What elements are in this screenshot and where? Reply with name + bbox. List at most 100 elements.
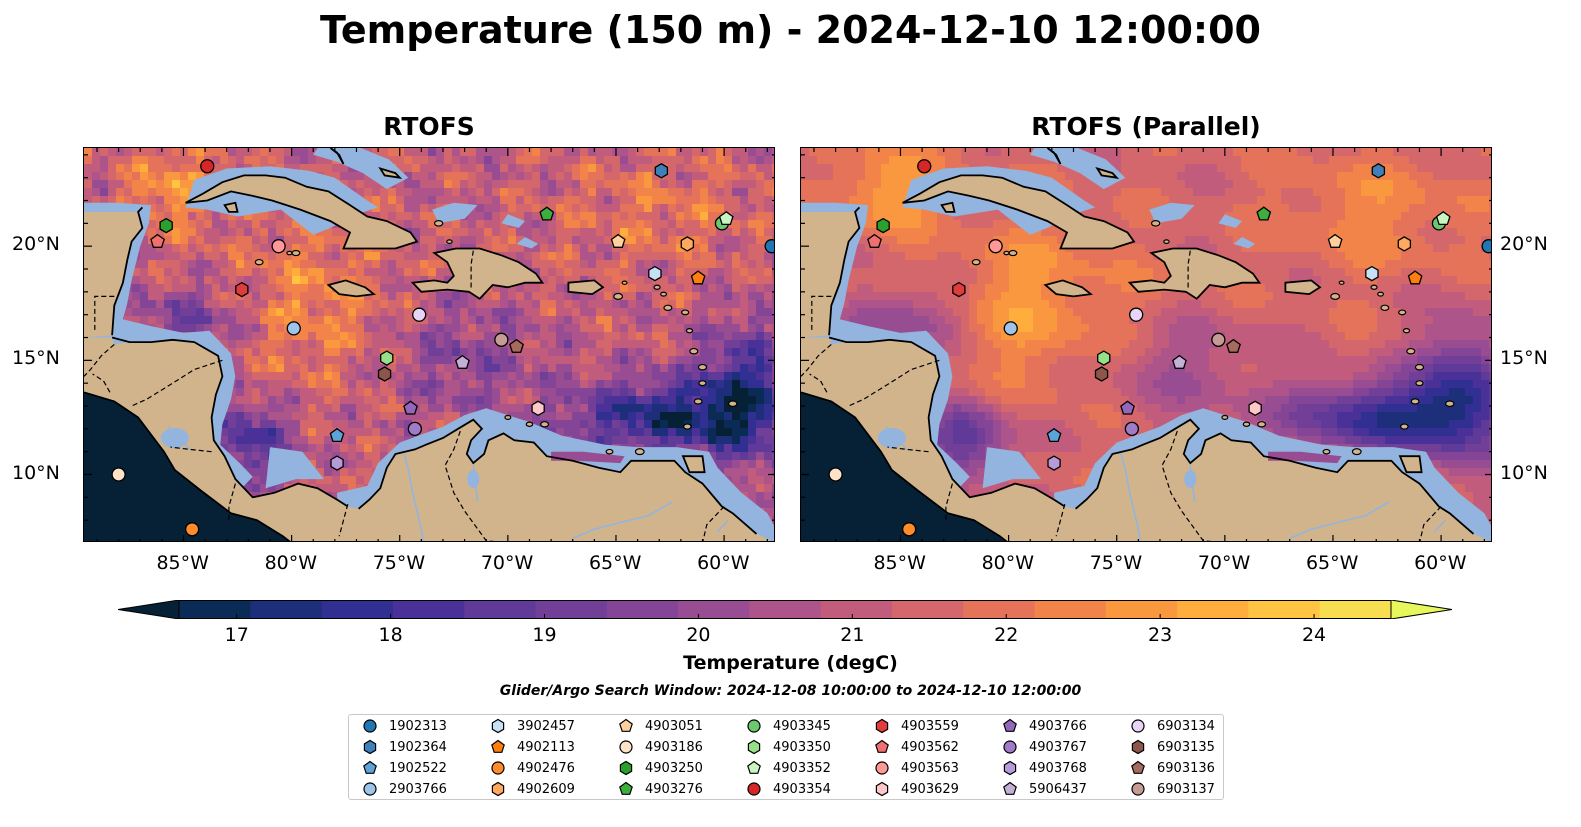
hexagon-marker-icon (1003, 760, 1017, 776)
float-marker-4903562[interactable] (867, 233, 882, 248)
lat-tick-label-right: 15°N (1500, 347, 1548, 370)
lon-tick-label: 60°W (1414, 552, 1467, 574)
map-rtofs[interactable] (83, 147, 775, 542)
legend-item: 4903563 (873, 759, 959, 777)
float-marker-4903562[interactable] (150, 233, 165, 248)
float-marker-6903137[interactable] (1211, 332, 1226, 347)
circle-marker-icon (1131, 719, 1145, 733)
float-marker-4902113[interactable] (690, 270, 706, 285)
float-marker-3902457[interactable] (648, 265, 662, 282)
float-marker-1902364[interactable] (1371, 163, 1386, 179)
pentagon-marker-icon (875, 739, 889, 753)
float-marker-4903276[interactable] (539, 206, 555, 221)
float-marker-4903250[interactable] (159, 217, 173, 234)
legend-item: 1902364 (361, 738, 447, 756)
float-marker-4903767[interactable] (407, 421, 423, 436)
float-marker-1902522[interactable] (329, 427, 345, 443)
rivers (167, 426, 729, 541)
float-marker-4902113[interactable] (1407, 270, 1423, 285)
legend-item: 4903767 (1001, 738, 1087, 756)
float-marker-4903766[interactable] (403, 400, 418, 415)
lon-tick-label: 75°W (1089, 552, 1143, 574)
float-marker-4903186[interactable] (828, 467, 843, 482)
float-marker-4903350[interactable] (1097, 350, 1111, 366)
circle-marker-icon (875, 761, 889, 775)
float-marker-4903350[interactable] (380, 350, 394, 366)
float-marker-6903137[interactable] (494, 332, 509, 347)
float-marker-4902476[interactable] (184, 522, 200, 537)
legend-item: 1902522 (361, 759, 447, 777)
hexagon-marker-icon (1131, 739, 1145, 755)
colorbar-tick-label: 21 (840, 624, 865, 646)
legend-label: 6903135 (1157, 739, 1215, 755)
map-canvas (84, 148, 775, 541)
float-marker-4903276[interactable] (1256, 206, 1272, 221)
float-marker-1902522[interactable] (1046, 427, 1062, 443)
float-marker-6903136[interactable] (1226, 338, 1241, 353)
colorbar-extend-high (1390, 599, 1453, 620)
legend-label: 2903766 (389, 781, 447, 797)
float-marker-4903563[interactable] (988, 239, 1003, 254)
hexagon-marker-icon (491, 781, 505, 797)
float-marker-1902364[interactable] (654, 163, 669, 179)
legend-item: 4903352 (745, 759, 831, 777)
float-marker-4903051[interactable] (1327, 233, 1343, 248)
float-marker-4902609[interactable] (680, 236, 695, 252)
float-marker-3902457[interactable] (1365, 265, 1379, 282)
float-legend: 1902313 1902364 1902522 2903766 3902457 49021… (348, 714, 1224, 800)
float-marker-4903352[interactable] (1435, 210, 1451, 226)
float-marker-4903559[interactable] (952, 281, 966, 298)
landmasses (84, 148, 772, 541)
colorbar-segment (606, 600, 679, 619)
legend-label: 4903767 (1029, 739, 1087, 755)
float-marker-5906437[interactable] (1172, 354, 1187, 369)
float-marker-4903768[interactable] (1047, 455, 1061, 471)
map-rtofs-parallel[interactable] (800, 147, 1492, 542)
float-marker-5906437[interactable] (455, 354, 470, 369)
circle-marker-icon (747, 782, 761, 796)
float-marker-4903766[interactable] (1120, 400, 1135, 415)
legend-label: 4903766 (1029, 718, 1087, 734)
pentagon-marker-icon (619, 781, 633, 795)
float-marker-4902476[interactable] (901, 522, 917, 537)
float-marker-4903354[interactable] (917, 159, 932, 174)
float-marker-2903766[interactable] (1003, 321, 1018, 336)
legend-label: 4903629 (901, 781, 959, 797)
colorbar-segment (1319, 600, 1392, 619)
lat-tick-label-left: 15°N (12, 347, 60, 370)
float-marker-1902313[interactable] (1481, 239, 1492, 254)
pentagon-marker-icon (1131, 760, 1145, 774)
legend-label: 4903276 (645, 781, 703, 797)
float-marker-4903051[interactable] (610, 233, 626, 248)
float-marker-4903767[interactable] (1124, 421, 1140, 436)
hexagon-marker-icon (619, 760, 633, 776)
colorbar-segment (1177, 600, 1249, 619)
legend-item: 4903345 (745, 717, 831, 735)
lon-tick-label: 70°W (1197, 552, 1251, 574)
colorbar-segment (891, 600, 964, 619)
float-marker-6903135[interactable] (377, 366, 392, 382)
float-marker-6903134[interactable] (1129, 307, 1144, 322)
float-marker-4903559[interactable] (235, 281, 249, 298)
float-marker-6903134[interactable] (412, 307, 427, 322)
float-marker-1902313[interactable] (764, 239, 775, 254)
lon-tick-label: 70°W (480, 552, 534, 574)
float-marker-4902609[interactable] (1397, 236, 1412, 252)
float-marker-4903186[interactable] (111, 467, 126, 482)
lon-tick-label: 60°W (697, 552, 750, 574)
float-marker-4903250[interactable] (876, 217, 890, 234)
lat-tick-label-right: 10°N (1500, 461, 1548, 484)
colorbar-segment (678, 600, 750, 619)
float-marker-4903629[interactable] (531, 400, 545, 417)
axis-minor-ticks (801, 148, 1491, 541)
float-marker-6903136[interactable] (509, 338, 524, 353)
float-marker-6903135[interactable] (1094, 366, 1109, 382)
float-marker-4903768[interactable] (330, 455, 344, 471)
float-marker-4903629[interactable] (1248, 400, 1262, 417)
float-marker-2903766[interactable] (286, 321, 301, 336)
float-marker-4903352[interactable] (718, 210, 734, 226)
legend-item: 4903768 (1001, 759, 1087, 777)
float-marker-4903354[interactable] (200, 159, 215, 174)
float-marker-4903563[interactable] (271, 239, 286, 254)
legend-label: 4903352 (773, 760, 831, 776)
